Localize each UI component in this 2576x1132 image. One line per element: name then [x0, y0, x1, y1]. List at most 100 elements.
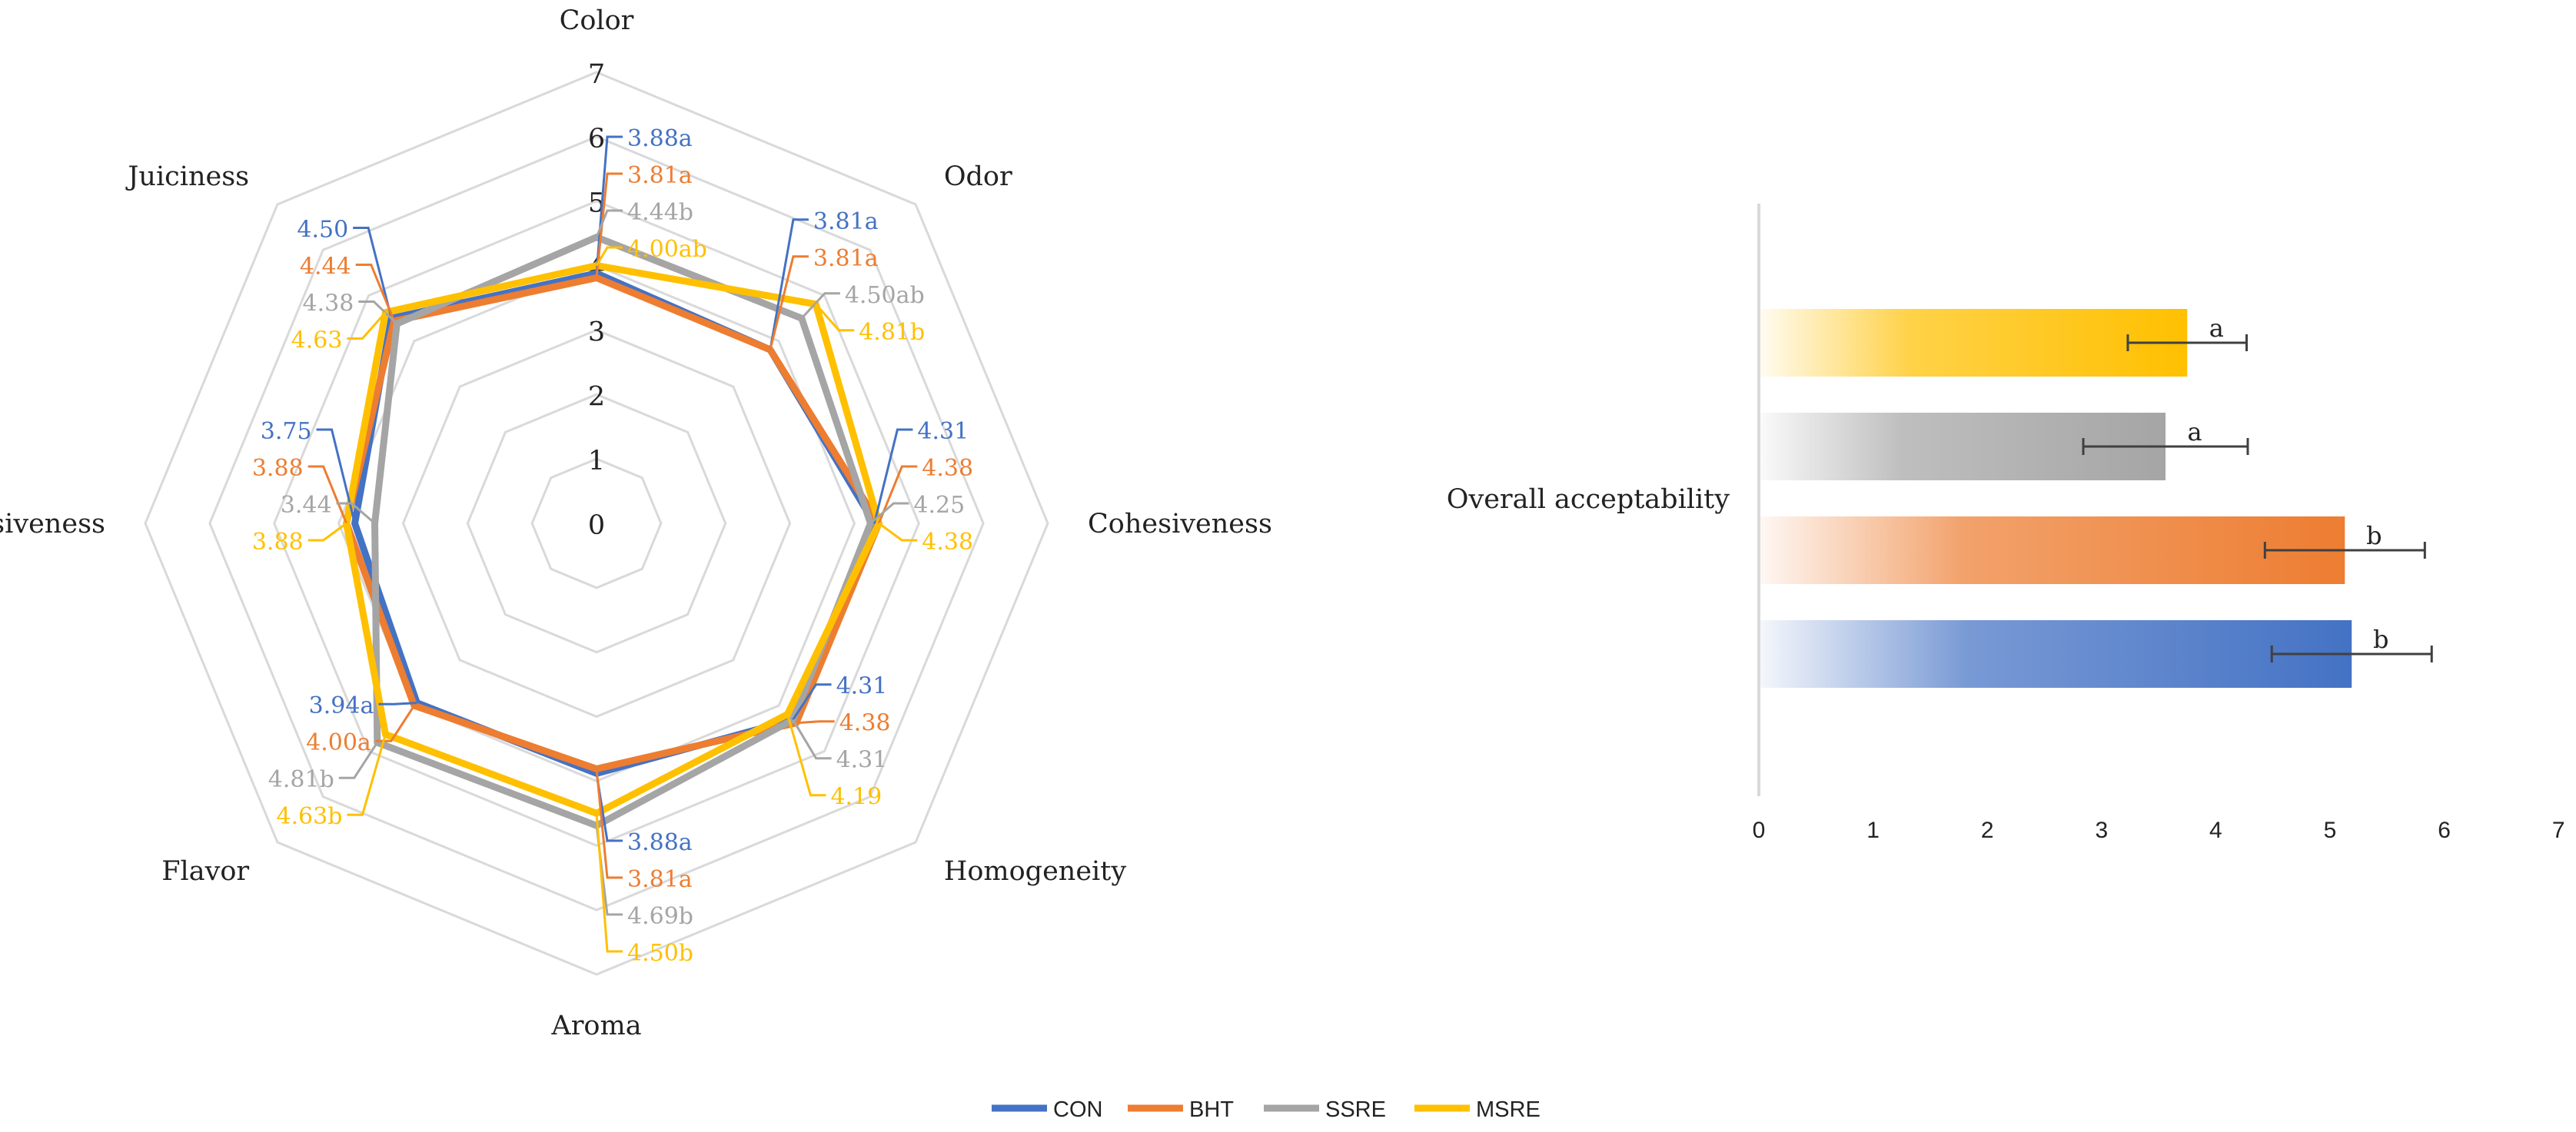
leader-aroma-msre: [595, 813, 623, 953]
axis-label-cohesiveness: Cohesiveness: [1088, 509, 1272, 539]
radar-data-labels: 3.88a 3.81a 4.44b 4.00ab 3.81a 3.81a 4.50ab 4.8…: [252, 125, 973, 967]
leader-flavor-con: [378, 702, 417, 705]
data-label-adhesiveness-ssre: 3.44: [281, 492, 332, 519]
leader-juiciness-msre: [347, 311, 387, 340]
data-label-cohesiveness-msre: 4.38: [922, 529, 973, 556]
bar-category-label: Overall acceptability: [1447, 484, 1730, 515]
data-label-cohesiveness-con: 4.31: [917, 418, 969, 445]
leader-homogeneity-msre: [786, 714, 826, 797]
leader-juiciness-bht: [355, 263, 396, 322]
bar-letter-bht: b: [2366, 521, 2382, 550]
bar-letter-ssre: a: [2187, 417, 2202, 446]
data-label-flavor-ssre: 4.81b: [268, 766, 334, 793]
data-label-flavor-bht: 4.00a: [306, 729, 371, 756]
axis-label-flavor: Flavor: [161, 856, 249, 887]
bar-tick-6: 6: [2438, 818, 2451, 843]
radar-axis-labels: Color Odor Cohesiveness Homogeneity Aroma Fla…: [0, 5, 1272, 1041]
leader-juiciness-ssre: [358, 300, 398, 325]
grid-ring-5: [273, 200, 920, 847]
leader-color-bht: [595, 172, 623, 278]
data-label-juiciness-msre: 4.63: [291, 327, 343, 354]
data-label-odor-msre: 4.81b: [859, 319, 925, 346]
bar-msre: [1760, 309, 2188, 377]
data-label-aroma-msre: 4.50b: [627, 940, 693, 967]
data-label-homogeneity-bht: 4.38: [839, 710, 891, 737]
data-label-aroma-ssre: 4.69b: [627, 903, 693, 930]
leader-cohesiveness-bht: [877, 465, 918, 524]
data-label-cohesiveness-ssre: 4.25: [913, 492, 965, 519]
data-label-aroma-con: 3.88a: [627, 829, 693, 856]
radar-series: [343, 234, 882, 829]
axis-label-adhesiveness: Adhesiveness: [0, 509, 105, 539]
data-label-odor-bht: 3.81a: [813, 245, 879, 272]
bar-tick-4: 4: [2209, 818, 2222, 843]
leader-homogeneity-con: [792, 683, 832, 721]
axis-label-odor: Odor: [944, 161, 1012, 192]
axis-label-color: Color: [560, 5, 634, 36]
leader-cohesiveness-con: [873, 428, 913, 524]
leader-homogeneity-bht: [796, 720, 835, 725]
data-label-homogeneity-msre: 4.19: [830, 784, 882, 811]
bar-tick-5: 5: [2324, 818, 2337, 843]
legend: CON BHT SSRE MSRE: [992, 1097, 1541, 1122]
bar-axis: 0 1 2 3 4 5 6 7 Overall acceptability: [1447, 204, 2565, 843]
data-label-cohesiveness-bht: 4.38: [922, 455, 973, 482]
data-label-adhesiveness-bht: 3.88: [252, 455, 304, 482]
grid-ring-7: [144, 71, 1049, 976]
data-label-juiciness-ssre: 4.38: [302, 290, 354, 317]
radar-tick-0: 0: [588, 510, 605, 541]
leader-odor-bht: [769, 255, 809, 350]
legend-label-msre: MSRE: [1476, 1097, 1541, 1122]
bar-bht: [1760, 516, 2345, 584]
bar-tick-7: 7: [2552, 818, 2565, 843]
data-label-aroma-bht: 3.81a: [627, 866, 693, 893]
bar-tick-0: 0: [1753, 818, 1766, 843]
bar-chart: 0 1 2 3 4 5 6 7 Overall acceptability a a b b: [1447, 204, 2565, 843]
bar-letter-msre: a: [2209, 314, 2224, 343]
radar-tick-2: 2: [588, 381, 605, 412]
leader-odor-msre: [815, 303, 855, 332]
radar-tick-7: 7: [588, 59, 605, 90]
data-label-juiciness-bht: 4.44: [300, 253, 351, 280]
grid-ring-3: [401, 328, 792, 719]
leader-cohesiveness-msre: [878, 522, 918, 542]
bar-tick-2: 2: [1981, 818, 1994, 843]
axis-label-juiciness: Juiciness: [125, 161, 249, 192]
leader-odor-con: [769, 218, 809, 350]
data-label-color-con: 3.88a: [627, 125, 693, 152]
radar-tick-3: 3: [588, 317, 605, 347]
leader-aroma-bht: [595, 768, 623, 879]
leader-odor-ssre: [800, 292, 840, 320]
bar-letter-con: b: [2373, 625, 2388, 654]
data-label-flavor-msre: 4.63b: [276, 803, 342, 830]
leader-adhesiveness-ssre: [336, 502, 376, 525]
axis-label-homogeneity: Homogeneity: [944, 856, 1126, 887]
leader-adhesiveness-msre: [307, 522, 347, 542]
data-label-flavor-con: 3.94a: [309, 692, 374, 719]
grid-ring-1: [530, 457, 663, 589]
data-label-homogeneity-ssre: 4.31: [836, 747, 888, 774]
axis-label-aroma: Aroma: [550, 1011, 641, 1041]
bar-items: a a b b: [1760, 309, 2433, 688]
data-label-homogeneity-con: 4.31: [836, 673, 888, 700]
radar-tick-1: 1: [588, 446, 605, 476]
leader-homogeneity-ssre: [792, 719, 832, 760]
leader-juiciness-con: [353, 226, 393, 319]
leader-flavor-bht: [375, 705, 416, 742]
grid-ring-6: [208, 135, 985, 911]
bar-con: [1760, 620, 2352, 688]
grid-ring-2: [466, 393, 727, 654]
bar-tick-1: 1: [1866, 818, 1880, 843]
leader-cohesiveness-ssre: [869, 502, 909, 525]
data-label-juiciness-con: 4.50: [297, 216, 348, 243]
leader-adhesiveness-con: [316, 428, 356, 524]
data-label-odor-ssre: 4.50ab: [845, 282, 925, 309]
legend-label-bht: BHT: [1189, 1097, 1234, 1122]
legend-label-con: CON: [1053, 1097, 1102, 1122]
leader-flavor-ssre: [338, 742, 379, 779]
bar-tick-3: 3: [2095, 818, 2108, 843]
data-label-color-bht: 3.81a: [627, 162, 693, 189]
